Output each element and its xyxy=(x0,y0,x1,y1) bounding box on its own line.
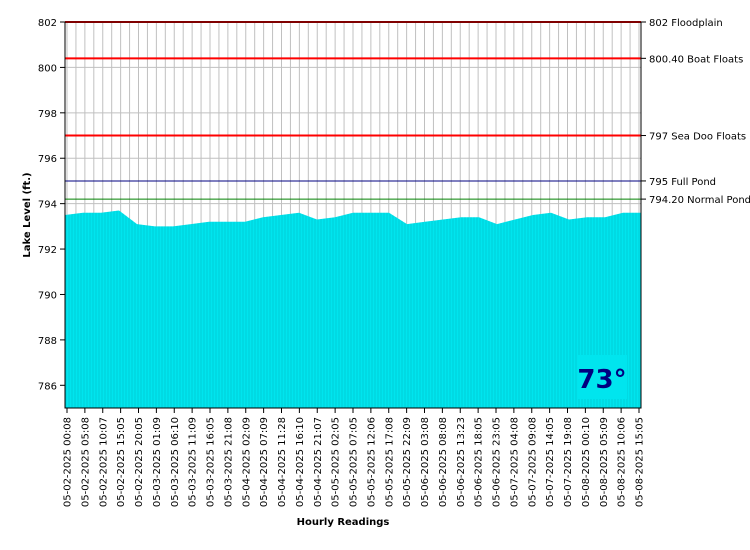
reference-label: 794.20 Normal Pond xyxy=(649,195,750,206)
reference-label: 795 Full Pond xyxy=(649,177,716,188)
x-tick-label: 05-08-2025 10:06 xyxy=(617,417,628,507)
reference-label: 797 Sea Doo Floats xyxy=(649,132,746,143)
x-tick-label: 05-07-2025 04:08 xyxy=(509,417,520,507)
x-tick-label: 05-07-2025 14:05 xyxy=(545,417,556,507)
y-tick-label: 798 xyxy=(38,109,57,120)
x-tick-label: 05-04-2025 07:09 xyxy=(259,417,270,507)
temperature-badge xyxy=(577,355,627,399)
y-tick-label: 802 xyxy=(38,18,57,29)
x-tick-label: 05-03-2025 01:09 xyxy=(152,417,163,507)
y-axis-title: Lake Level (ft.) xyxy=(22,172,33,257)
x-tick-label: 05-04-2025 16:10 xyxy=(295,417,306,507)
x-tick-label: 05-04-2025 21:07 xyxy=(313,417,324,507)
reference-label: 800.40 Boat Floats xyxy=(649,54,743,65)
x-tick-label: 05-08-2025 00:10 xyxy=(581,417,592,507)
x-tick-label: 05-02-2025 00:08 xyxy=(63,417,74,507)
x-tick-label: 05-02-2025 05:08 xyxy=(80,417,91,507)
y-tick-label: 790 xyxy=(38,290,57,301)
x-tick-label: 05-05-2025 02:05 xyxy=(331,417,342,507)
x-tick-label: 05-08-2025 05:09 xyxy=(599,417,610,507)
x-tick-label: 05-02-2025 15:05 xyxy=(116,417,127,507)
x-tick-label: 05-06-2025 23:05 xyxy=(492,417,503,507)
x-tick-label: 05-05-2025 17:08 xyxy=(384,417,395,507)
x-tick-label: 05-06-2025 08:08 xyxy=(438,417,449,507)
y-tick-label: 796 xyxy=(38,154,57,165)
x-tick-label: 05-05-2025 07:05 xyxy=(349,417,360,507)
y-tick-label: 794 xyxy=(38,200,57,211)
x-tick-label: 05-04-2025 11:28 xyxy=(277,417,288,507)
x-tick-label: 05-07-2025 19:08 xyxy=(563,417,574,507)
y-tick-label: 800 xyxy=(38,63,57,74)
y-tick-label: 788 xyxy=(38,336,57,347)
temperature-label: 73° xyxy=(577,365,626,395)
x-tick-label: 05-06-2025 03:08 xyxy=(420,417,431,507)
x-tick-label: 05-05-2025 22:09 xyxy=(402,417,413,507)
x-tick-label: 05-03-2025 11:09 xyxy=(188,417,199,507)
reference-label: 802 Floodplain xyxy=(649,18,723,29)
x-tick-label: 05-06-2025 13:23 xyxy=(456,417,467,507)
x-tick-label: 05-02-2025 10:07 xyxy=(98,417,109,507)
x-tick-label: 05-08-2025 15:05 xyxy=(635,417,646,507)
y-tick-label: 786 xyxy=(38,381,57,392)
x-tick-label: 05-04-2025 02:09 xyxy=(241,417,252,507)
x-tick-label: 05-02-2025 20:05 xyxy=(134,417,145,507)
lake-level-area xyxy=(65,210,641,408)
x-tick-label: 05-06-2025 18:05 xyxy=(474,417,485,507)
x-tick-label: 05-05-2025 12:06 xyxy=(366,417,377,507)
x-tick-label: 05-03-2025 21:08 xyxy=(223,417,234,507)
x-tick-label: 05-03-2025 06:10 xyxy=(170,417,181,507)
x-tick-label: 05-03-2025 16:05 xyxy=(206,417,217,507)
x-tick-label: 05-07-2025 09:08 xyxy=(527,417,538,507)
x-axis-title: Hourly Readings xyxy=(297,517,390,528)
y-tick-label: 792 xyxy=(38,245,57,256)
